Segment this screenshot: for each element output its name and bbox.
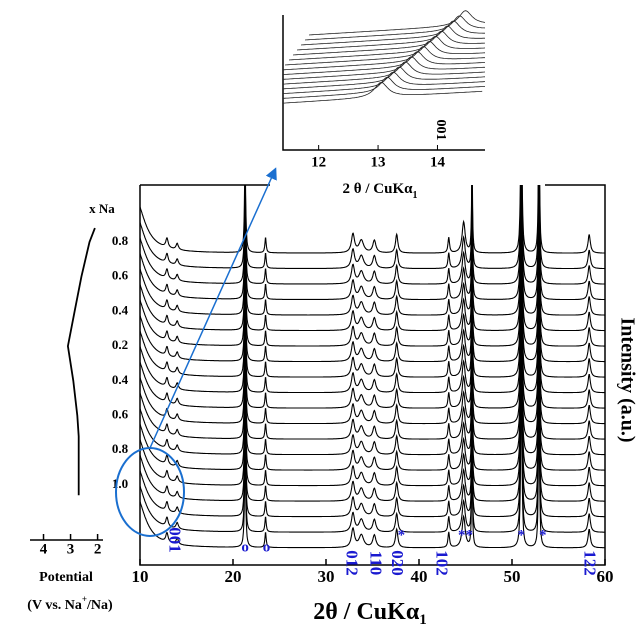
xrd-trace	[140, 185, 605, 332]
xrd-trace	[140, 252, 605, 440]
inset-trace	[283, 56, 485, 80]
inset-trace	[283, 46, 485, 71]
xrd-trace	[140, 314, 605, 502]
peak-label: 001	[166, 527, 185, 553]
x-label-main: 2θ / CuKα	[313, 599, 420, 625]
x-tick-label: 50	[504, 567, 521, 586]
inset-tick-label: 14	[430, 154, 446, 170]
inset-x-label-sub: 1	[412, 190, 417, 201]
inset-trace	[283, 51, 485, 75]
inset-trace	[283, 81, 483, 104]
peak-label: 012	[342, 550, 361, 576]
y-axis-label: Intensity (a.u.)	[616, 317, 638, 442]
potential-curve	[66, 227, 96, 496]
inset-traces	[283, 10, 485, 104]
main-plot: 10 20 30 40 50 60	[132, 184, 614, 586]
unit-part: /Na)	[86, 598, 113, 613]
xrd-trace	[140, 206, 605, 394]
xrd-trace	[140, 345, 605, 533]
xrd-trace	[140, 185, 605, 270]
potential-label: Potential	[39, 570, 93, 585]
peak-label: *	[539, 527, 547, 543]
inset-trace	[283, 76, 485, 99]
peak-label: 020	[388, 550, 407, 576]
inset-plot: 12 13 14	[282, 15, 485, 170]
xrd-trace	[140, 283, 605, 471]
xrd-trace	[140, 185, 605, 347]
inset-x-label-main: 2 θ / CuKα	[343, 181, 414, 197]
xrd-trace	[140, 299, 605, 487]
inset-trace	[288, 35, 485, 61]
potential-unit: (V vs. Na+/Na)	[27, 594, 113, 613]
x-na-label: 0.8	[112, 441, 129, 456]
peak-label: 122	[580, 550, 599, 576]
peak-label: o	[263, 539, 271, 555]
xrd-trace	[140, 185, 605, 301]
inset-annotation: 001	[433, 120, 448, 141]
peak-label: o	[241, 539, 249, 555]
peak-label: *	[518, 527, 526, 543]
x-tick-label: 30	[318, 567, 335, 586]
xrd-trace	[140, 190, 605, 378]
xrd-trace	[140, 185, 605, 285]
xrd-trace	[140, 221, 605, 409]
x-tick-label: 10	[132, 567, 149, 586]
zoom-arrow	[149, 167, 277, 449]
x-na-label: 0.2	[112, 337, 128, 352]
x-label-sub: 1	[419, 612, 427, 628]
traces	[140, 185, 605, 549]
inset-trace	[304, 15, 485, 41]
xrd-trace	[140, 185, 605, 363]
inset-trace	[300, 20, 485, 46]
peak-label: 102	[432, 550, 451, 576]
x-na-label: 0.4	[112, 302, 129, 317]
x-na-label: 1.0	[112, 476, 128, 491]
left-title: x Na	[89, 201, 115, 216]
inset-tick-label: 13	[371, 154, 386, 170]
x-tick-label: 20	[225, 567, 242, 586]
inset-trace	[283, 66, 485, 90]
potential-plot: 4 3 2 0.8 0.6 0.4 0.2 0.4 0.6 0.8 1.0	[30, 227, 129, 557]
inset-trace	[284, 40, 485, 66]
xrd-trace	[140, 237, 605, 425]
inset-trace	[296, 25, 485, 51]
xrd-trace	[140, 185, 605, 254]
xrd-trace	[140, 330, 605, 518]
potential-tick-label: 3	[67, 541, 75, 557]
unit-sup: +	[82, 594, 87, 604]
inset-frame	[282, 15, 485, 151]
potential-tick-label: 4	[40, 541, 48, 557]
xrd-trace	[140, 268, 605, 456]
x-na-label: 0.6	[112, 406, 129, 421]
x-na-label: 0.6	[112, 268, 129, 283]
x-tick-label: 60	[597, 567, 614, 586]
peak-label: **	[458, 527, 473, 543]
inset-trace	[308, 10, 485, 36]
x-na-label: 0.8	[112, 233, 129, 248]
xrd-trace	[140, 185, 605, 316]
inset-trace	[283, 71, 485, 94]
inset-tick-label: 12	[311, 154, 326, 170]
x-na-label: 0.4	[112, 372, 129, 387]
peak-label: *	[398, 527, 406, 543]
xrd-trace	[140, 361, 605, 549]
unit-part: (V vs. Na	[27, 598, 82, 613]
inset-x-label: 2 θ / CuKα1	[343, 181, 418, 201]
inset-trace	[292, 30, 485, 56]
x-tick-label: 40	[411, 567, 428, 586]
highlight-ellipse	[115, 447, 185, 537]
peak-label: 110	[366, 551, 385, 576]
potential-tick-label: 2	[94, 541, 102, 557]
x-axis-label: 2θ / CuKα1	[313, 599, 426, 629]
inset-trace	[283, 61, 485, 85]
